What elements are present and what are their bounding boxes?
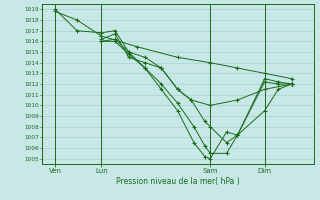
X-axis label: Pression niveau de la mer( hPa ): Pression niveau de la mer( hPa ) — [116, 177, 239, 186]
